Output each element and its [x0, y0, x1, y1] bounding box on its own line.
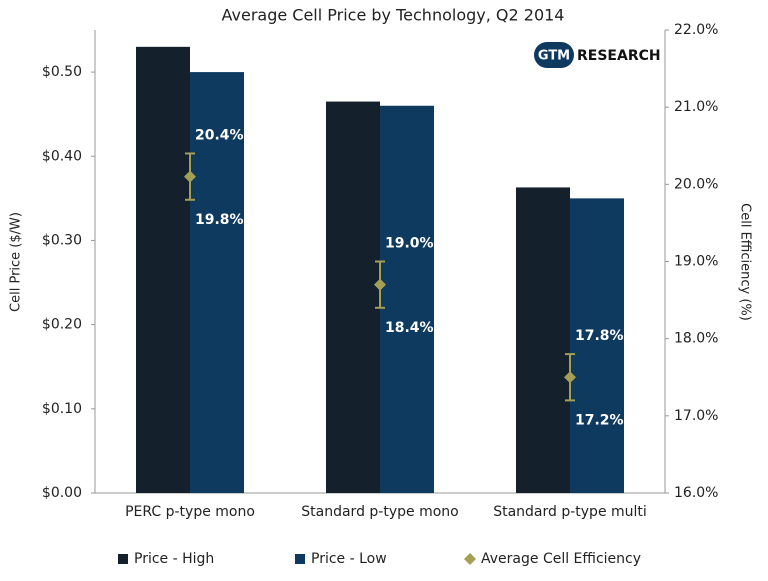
- legend-marker: [295, 554, 305, 564]
- x-tick-label: PERC p-type mono: [125, 504, 255, 520]
- bar: [516, 187, 570, 494]
- value-label-lower: 19.8%: [195, 212, 244, 228]
- y-tick-label: $0.10: [42, 401, 82, 417]
- bar: [326, 101, 380, 494]
- logo-badge-bg: [534, 42, 574, 68]
- efficiency-marker: [374, 278, 386, 291]
- x-tick-label: Standard p-type mono: [301, 504, 458, 520]
- legend-label: Price - High: [134, 551, 214, 567]
- bar: [190, 72, 244, 493]
- y2-tick-label: 21.0%: [674, 99, 718, 115]
- y2-tick-label: 19.0%: [674, 254, 718, 270]
- y-tick-label: $0.30: [42, 232, 82, 248]
- y-tick-label: $0.20: [42, 317, 82, 333]
- bar: [570, 198, 624, 493]
- logo-badge: GTM: [538, 49, 570, 64]
- legend-marker: [464, 553, 476, 565]
- y2-tick-label: 17.0%: [674, 408, 718, 424]
- legend-label: Average Cell Efficiency: [481, 551, 641, 567]
- y2-tick-label: 18.0%: [674, 331, 718, 347]
- value-label-lower: 18.4%: [385, 320, 434, 336]
- bar: [136, 46, 190, 493]
- y-tick-label: $0.40: [42, 148, 82, 164]
- chart-title: Average Cell Price by Technology, Q2 201…: [222, 6, 565, 25]
- x-tick-label: Standard p-type multi: [493, 504, 647, 520]
- y2-axis-label: Cell Efficiency (%): [738, 203, 753, 321]
- y-tick-label: $0.00: [42, 485, 82, 501]
- legend-marker: [118, 554, 128, 564]
- value-label-upper: 17.8%: [575, 328, 624, 344]
- y2-tick-label: 16.0%: [674, 485, 718, 501]
- y-axis-label: Cell Price ($/W): [9, 212, 24, 312]
- value-label-lower: 17.2%: [575, 412, 624, 428]
- y2-tick-label: 20.0%: [674, 176, 718, 192]
- efficiency-marker: [184, 170, 196, 183]
- logo-text: RESEARCH: [577, 48, 661, 64]
- y2-tick-label: 22.0%: [674, 22, 718, 38]
- value-label-upper: 19.0%: [385, 236, 434, 252]
- efficiency-marker: [564, 371, 576, 384]
- value-label-upper: 20.4%: [195, 127, 244, 143]
- y-tick-label: $0.50: [42, 64, 82, 80]
- bar: [380, 105, 434, 493]
- legend-label: Price - Low: [311, 551, 387, 567]
